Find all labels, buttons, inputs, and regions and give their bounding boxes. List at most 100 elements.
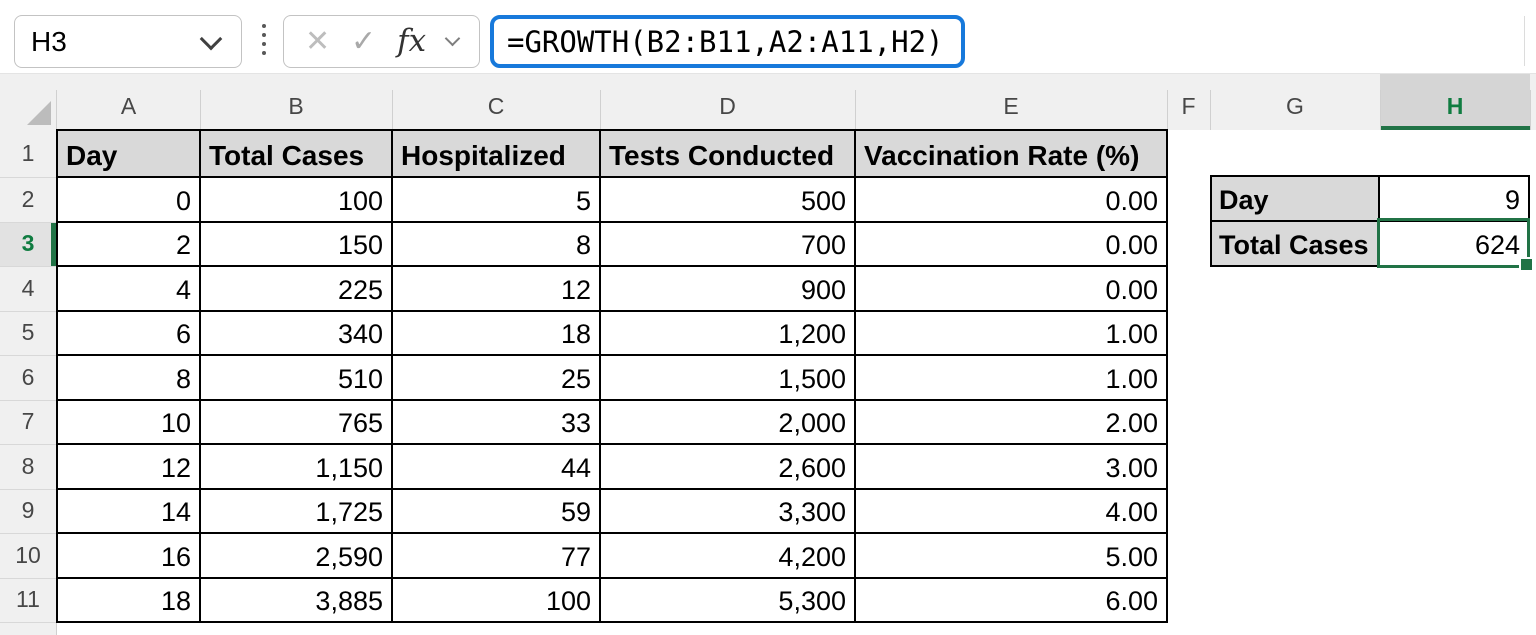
drag-handle-icon[interactable] (262, 24, 266, 55)
column-header-f[interactable]: F (1181, 93, 1196, 119)
row-header-10[interactable]: 10 (15, 541, 41, 568)
select-all-triangle-icon (27, 101, 51, 125)
selected-row-bar (51, 221, 56, 266)
cell[interactable]: 77 (391, 532, 601, 579)
cell[interactable]: 1.00 (854, 354, 1168, 401)
row-header-6[interactable]: 6 (21, 363, 35, 390)
cell[interactable]: 14 (56, 487, 201, 534)
cell[interactable]: 8 (56, 354, 201, 401)
column-header-g[interactable]: G (1286, 93, 1304, 119)
cell[interactable]: 700 (599, 220, 856, 267)
header-cell-hospitalized[interactable]: Hospitalized (391, 129, 601, 178)
cell[interactable]: 0.00 (854, 265, 1168, 312)
row-header-1[interactable]: 1 (21, 140, 35, 166)
cell[interactable]: 225 (199, 265, 393, 312)
cell[interactable]: 33 (391, 398, 601, 445)
cell[interactable]: 510 (199, 354, 393, 401)
select-all-corner[interactable] (0, 74, 56, 130)
column-header-b[interactable]: B (288, 93, 304, 119)
column-header-c[interactable]: C (487, 93, 505, 119)
cell[interactable]: 1.00 (854, 309, 1168, 356)
cell[interactable]: 3,300 (599, 487, 856, 534)
insert-function-icon[interactable]: fx (397, 23, 427, 59)
chevron-down-icon[interactable] (444, 30, 461, 47)
name-box[interactable]: H3 (14, 15, 242, 68)
cell[interactable]: 1,500 (599, 354, 856, 401)
header-cell-tests-conducted[interactable]: Tests Conducted (599, 129, 856, 178)
cell[interactable]: 10 (56, 398, 201, 445)
row-header-9[interactable]: 9 (21, 497, 35, 524)
cell[interactable]: 18 (391, 309, 601, 356)
enter-icon[interactable]: ✓ (351, 24, 377, 58)
cell[interactable]: 900 (599, 265, 856, 312)
cell[interactable]: 16 (56, 532, 201, 579)
column-divider-tick (855, 90, 856, 130)
cell[interactable]: 6 (56, 309, 201, 356)
cell[interactable]: 4 (56, 265, 201, 312)
cell[interactable]: 1,725 (199, 487, 393, 534)
cell[interactable]: 1,150 (199, 443, 393, 490)
cell[interactable]: 0.00 (854, 220, 1168, 267)
table-row: 18 3,885 100 5,300 6.00 (56, 576, 1168, 623)
cell[interactable]: 8 (391, 220, 601, 267)
lookup-value-day[interactable]: 9 (1378, 175, 1530, 222)
lookup-table: Day 9 Total Cases 624 (1210, 175, 1530, 267)
cell[interactable]: 5.00 (854, 532, 1168, 579)
cell[interactable]: 4,200 (599, 532, 856, 579)
chevron-down-icon[interactable] (199, 27, 223, 50)
selected-column-highlight (1380, 74, 1530, 130)
column-header-d[interactable]: D (719, 93, 736, 119)
row-divider-tick (0, 622, 56, 623)
cell[interactable]: 3,885 (199, 576, 393, 623)
cell[interactable]: 44 (391, 443, 601, 490)
cell[interactable]: 4.00 (854, 487, 1168, 534)
header-cell-total-cases[interactable]: Total Cases (199, 129, 393, 178)
formula-input[interactable]: =GROWTH(B2:B11,A2:A11,H2) (490, 15, 965, 68)
row-header-11[interactable]: 11 (16, 586, 40, 613)
cell[interactable]: 1,200 (599, 309, 856, 356)
column-header-a[interactable]: A (120, 93, 137, 119)
column-header-h-selected[interactable]: H (1446, 93, 1464, 119)
cell[interactable]: 2,590 (199, 532, 393, 579)
cell[interactable]: 2,000 (599, 398, 856, 445)
lookup-label-day[interactable]: Day (1210, 175, 1380, 222)
cell[interactable]: 25 (391, 354, 601, 401)
column-divider-tick (1380, 90, 1381, 130)
cell[interactable]: 765 (199, 398, 393, 445)
cell[interactable]: 100 (391, 576, 601, 623)
header-cell-vaccination-rate[interactable]: Vaccination Rate (%) (854, 129, 1168, 178)
cell[interactable]: 18 (56, 576, 201, 623)
cell[interactable]: 2 (56, 220, 201, 267)
cell[interactable]: 2,600 (599, 443, 856, 490)
lookup-label-total-cases[interactable]: Total Cases (1210, 220, 1380, 267)
table-row: 8 510 25 1,500 1.00 (56, 354, 1168, 401)
cell[interactable]: 59 (391, 487, 601, 534)
cell[interactable]: 500 (599, 176, 856, 223)
cell[interactable]: 12 (56, 443, 201, 490)
lookup-value-total-cases[interactable]: 624 (1378, 220, 1530, 267)
row-header-8[interactable]: 8 (21, 452, 35, 479)
cell[interactable]: 5,300 (599, 576, 856, 623)
row-header-2[interactable]: 2 (21, 185, 35, 212)
column-header-e[interactable]: E (1003, 93, 1019, 119)
cell[interactable]: 5 (391, 176, 601, 223)
cell[interactable]: 340 (199, 309, 393, 356)
fill-handle[interactable] (1519, 257, 1534, 272)
row-header-4[interactable]: 4 (21, 274, 35, 301)
cancel-icon[interactable]: ✕ (304, 24, 331, 58)
cell[interactable]: 2.00 (854, 398, 1168, 445)
row-header-7[interactable]: 7 (21, 408, 35, 435)
cell[interactable]: 150 (199, 220, 393, 267)
row-header-5[interactable]: 5 (21, 319, 35, 346)
row-header-3-selected[interactable]: 3 (0, 221, 56, 266)
header-cell-day[interactable]: Day (56, 129, 201, 178)
cell[interactable]: 0 (56, 176, 201, 223)
active-cell-selection[interactable] (1377, 218, 1534, 272)
column-divider-tick (600, 90, 601, 130)
cell[interactable]: 6.00 (854, 576, 1168, 623)
cell[interactable]: 12 (391, 265, 601, 312)
row-divider-tick (0, 266, 56, 267)
cell[interactable]: 100 (199, 176, 393, 223)
cell[interactable]: 0.00 (854, 176, 1168, 223)
cell[interactable]: 3.00 (854, 443, 1168, 490)
